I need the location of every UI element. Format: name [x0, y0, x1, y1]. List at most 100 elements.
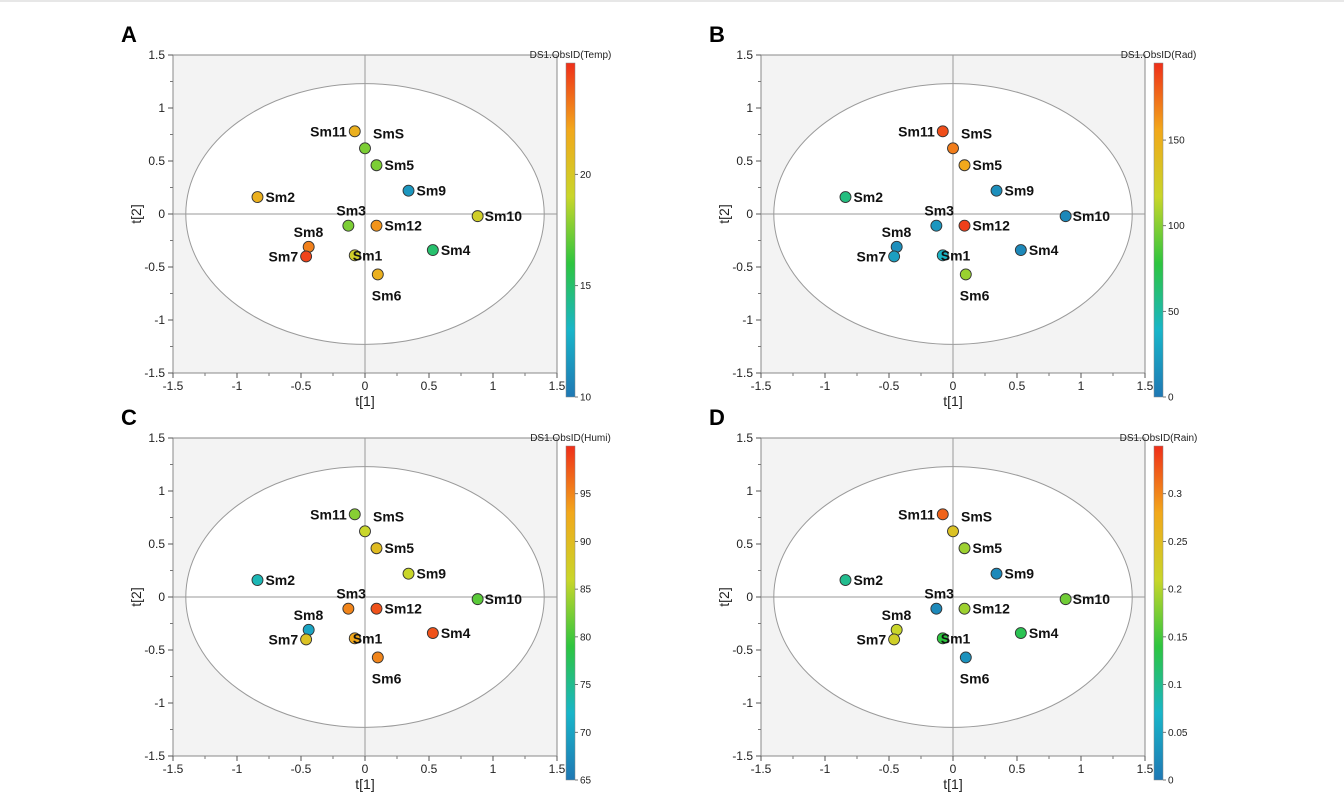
- point-label: Sm12: [973, 601, 1011, 617]
- score-point: [370, 219, 383, 232]
- colorbar-tick-label: 20: [580, 170, 592, 181]
- score-point: [300, 250, 313, 263]
- y-tick-label: -1.5: [732, 749, 753, 763]
- x-tick-label: 0: [950, 762, 957, 776]
- colorbar-tick-label: 50: [1168, 307, 1180, 318]
- score-point: [839, 574, 852, 586]
- y-axis-title: t[2]: [128, 587, 144, 606]
- score-point: [426, 627, 439, 639]
- point-label: Sm3: [924, 586, 954, 602]
- point-label: SmS: [373, 125, 404, 141]
- colorbar-tick-label: 0.2: [1168, 585, 1182, 596]
- point-label: Sm5: [973, 157, 1003, 173]
- score-point: [371, 268, 384, 281]
- x-tick-label: 1.5: [1137, 762, 1154, 776]
- colorbar: [565, 445, 576, 781]
- score-point: [990, 184, 1003, 197]
- point-label: Sm2: [853, 189, 883, 205]
- point-label: Sm9: [1005, 183, 1035, 199]
- y-tick-label: -0.5: [144, 260, 165, 274]
- colorbar-tick-label: 100: [1168, 221, 1185, 232]
- colorbar-tick-label: 65: [580, 776, 592, 787]
- point-label: Sm11: [310, 506, 347, 522]
- colorbar-tick-label: 80: [580, 632, 592, 643]
- point-label: Sm8: [294, 607, 324, 623]
- y-tick-label: 1.5: [148, 431, 165, 445]
- score-point: [402, 184, 415, 197]
- y-axis-title: t[2]: [716, 587, 732, 606]
- y-tick-label: -1: [742, 313, 753, 327]
- colorbar-title: DS1.ObsID(Rain): [1120, 433, 1198, 444]
- colorbar-title: DS1.ObsID(Rad): [1121, 50, 1197, 61]
- colorbar: [1153, 445, 1164, 781]
- y-tick-label: 1: [746, 101, 753, 115]
- point-label: Sm5: [973, 540, 1003, 556]
- point-label: Sm5: [385, 540, 415, 556]
- y-tick-label: -1: [154, 696, 165, 710]
- score-point: [300, 633, 313, 646]
- point-label: Sm1: [353, 247, 383, 263]
- score-point: [1059, 210, 1072, 223]
- point-label: Sm8: [882, 224, 912, 240]
- point-label: Sm6: [960, 287, 990, 303]
- point-label: Sm11: [898, 123, 935, 139]
- x-axis-title: t[1]: [355, 776, 374, 792]
- point-label: Sm10: [485, 208, 523, 224]
- x-tick-label: -1: [232, 762, 243, 776]
- colorbar: [565, 62, 576, 398]
- point-label: Sm7: [269, 248, 299, 264]
- x-tick-label: -0.5: [879, 379, 900, 393]
- score-point: [342, 602, 355, 615]
- score-point: [958, 542, 971, 555]
- x-tick-label: 0.5: [1009, 379, 1026, 393]
- score-point: [958, 159, 971, 172]
- score-point: [958, 219, 971, 232]
- x-tick-label: 1: [490, 379, 497, 393]
- colorbar-tick-label: 90: [580, 537, 592, 548]
- x-tick-label: 0.5: [421, 762, 438, 776]
- point-label: Sm1: [941, 630, 971, 646]
- panel-letter: C: [121, 405, 137, 430]
- score-point: [936, 125, 949, 138]
- score-point: [342, 219, 355, 232]
- point-label: Sm7: [857, 248, 887, 264]
- colorbar-tick-label: 0.25: [1168, 537, 1188, 548]
- x-tick-label: 1.5: [1137, 379, 1154, 393]
- score-point: [348, 125, 361, 138]
- point-label: Sm3: [924, 203, 954, 219]
- score-point: [402, 567, 415, 580]
- colorbar-tick-label: 150: [1168, 136, 1185, 147]
- x-axis-title: t[1]: [943, 393, 962, 409]
- point-label: Sm9: [417, 183, 447, 199]
- y-axis-title: t[2]: [716, 204, 732, 223]
- y-tick-label: 0: [158, 590, 165, 604]
- point-label: Sm12: [973, 218, 1011, 234]
- point-label: Sm3: [336, 203, 366, 219]
- point-label: Sm2: [853, 572, 883, 588]
- y-tick-label: 0.5: [148, 537, 165, 551]
- x-tick-label: -0.5: [291, 379, 312, 393]
- point-label: Sm8: [294, 224, 324, 240]
- score-point: [348, 508, 361, 521]
- colorbar-tick-label: 0.15: [1168, 632, 1188, 643]
- score-point: [888, 633, 901, 646]
- score-point: [370, 542, 383, 555]
- score-point: [471, 210, 484, 223]
- point-label: SmS: [373, 508, 404, 524]
- colorbar-tick-label: 15: [580, 281, 592, 292]
- point-label: Sm1: [353, 630, 383, 646]
- colorbar-tick-label: 0.1: [1168, 680, 1182, 691]
- y-tick-label: 0.5: [736, 154, 753, 168]
- x-axis-title: t[1]: [355, 393, 374, 409]
- score-point: [1059, 593, 1072, 606]
- point-label: Sm5: [385, 157, 415, 173]
- point-label: Sm2: [265, 572, 295, 588]
- score-point: [958, 602, 971, 615]
- y-tick-label: 1: [158, 101, 165, 115]
- score-point: [1014, 244, 1027, 256]
- x-tick-label: 1.5: [549, 379, 566, 393]
- x-tick-label: 0: [950, 379, 957, 393]
- x-tick-label: 1: [490, 762, 497, 776]
- y-tick-label: 0.5: [148, 154, 165, 168]
- x-tick-label: 0: [362, 762, 369, 776]
